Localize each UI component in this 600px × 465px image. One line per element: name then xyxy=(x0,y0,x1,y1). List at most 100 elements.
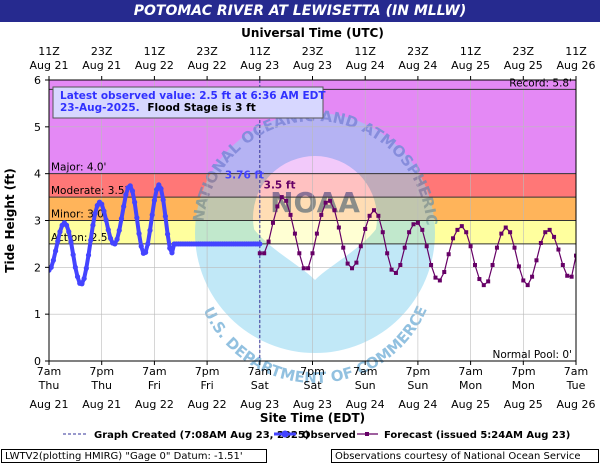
forecast-point xyxy=(530,274,535,279)
forecast-point xyxy=(565,273,570,278)
bottom-tick-date: Aug 25 xyxy=(451,398,490,411)
legend-forecast-label: Forecast (issued 5:24AM Aug 23) xyxy=(384,430,570,441)
observed-point xyxy=(112,241,118,247)
forecast-point xyxy=(301,266,306,271)
forecast-point xyxy=(455,227,460,232)
forecast-point xyxy=(451,236,456,241)
observed-point xyxy=(123,192,129,198)
top-tick-time: 11Z xyxy=(249,45,271,58)
forecast-point xyxy=(574,253,576,258)
bottom-tick-date: Aug 24 xyxy=(346,398,385,411)
forecast-point xyxy=(516,264,521,269)
forecast-point xyxy=(354,260,359,265)
forecast-point xyxy=(556,247,561,252)
bottom-tick-day: Fri xyxy=(201,379,214,392)
forecast-point xyxy=(389,267,394,272)
y-tick-label: 5 xyxy=(34,121,41,134)
threshold-label: Action: 2.5' xyxy=(51,232,110,244)
bottom-tick-time: 7pm xyxy=(511,365,536,378)
forecast-point xyxy=(552,234,557,239)
footer-datum-text: LWTV2(plotting HMIRG) "Gage 0" Datum: -1… xyxy=(5,451,243,462)
forecast-point xyxy=(336,225,341,230)
bottom-tick-date: Aug 21 xyxy=(30,398,69,411)
top-tick-date: Aug 24 xyxy=(346,59,385,72)
bottom-tick-day: Mon xyxy=(512,379,535,392)
observed-point xyxy=(164,231,171,237)
forecast-point xyxy=(385,251,390,256)
y-tick-label: 1 xyxy=(34,308,41,321)
observed-point xyxy=(145,241,151,247)
observed-point xyxy=(63,222,70,228)
svg-text:23-Aug-2025. Flood Stage: 23-Aug-2025. Flood Stage is 3 ft xyxy=(60,102,256,114)
bottom-tick-date: Aug 25 xyxy=(504,398,543,411)
forecast-point xyxy=(547,227,552,232)
info-box-line1: Latest observed value: 2.5 ft at 6:36 AM… xyxy=(60,90,326,102)
bottom-tick-time: 7am xyxy=(564,365,588,378)
observed-point xyxy=(70,252,76,258)
observed-point xyxy=(160,197,166,203)
y-tick-label: 6 xyxy=(34,74,41,87)
info-box-frame xyxy=(52,86,324,119)
y-tick-label: 4 xyxy=(34,168,41,181)
observed-point xyxy=(149,212,155,218)
forecast-point xyxy=(521,278,526,283)
forecast-point xyxy=(569,274,574,279)
info-box-date: 23-Aug-2025. xyxy=(60,102,140,114)
bottom-tick-day: Fri xyxy=(148,379,161,392)
bottom-tick-time: 7am xyxy=(458,365,482,378)
forecast-point xyxy=(319,212,324,217)
observed-point xyxy=(143,249,149,255)
forecast-point xyxy=(512,245,517,250)
forecast-point xyxy=(437,278,442,283)
observed-point xyxy=(107,235,114,241)
forecast-point xyxy=(472,262,477,267)
forecast-point xyxy=(358,244,363,249)
observed-point xyxy=(68,239,74,245)
observed-point xyxy=(167,245,173,251)
top-tick-date: Aug 25 xyxy=(451,59,490,72)
bottom-tick-time: 7pm xyxy=(300,365,325,378)
forecast-point xyxy=(508,230,513,235)
forecast-point xyxy=(270,220,275,225)
forecast-point xyxy=(538,240,543,245)
forecast-point xyxy=(371,208,376,213)
chart-title-bar: POTOMAC RIVER AT LEWISETTA (IN MLLW) xyxy=(0,0,600,22)
observed-point xyxy=(72,264,78,270)
observed-point xyxy=(114,236,120,242)
top-tick-date: Aug 25 xyxy=(504,59,543,72)
forecast-point xyxy=(468,244,473,249)
bottom-tick-time: 7pm xyxy=(89,365,114,378)
legend-observed-label: Observed xyxy=(302,430,356,441)
top-tick-time: 23Z xyxy=(196,45,218,58)
observed-point xyxy=(52,248,59,254)
forecast-point xyxy=(490,262,495,267)
threshold-label: Moderate: 3.5' xyxy=(51,185,127,197)
forecast-point xyxy=(459,224,464,229)
forecast-point xyxy=(442,270,447,275)
forecast-point xyxy=(494,245,499,250)
forecast-point xyxy=(477,277,482,282)
forecast-point xyxy=(367,213,372,218)
observed-point xyxy=(138,243,144,249)
forecast-point xyxy=(262,251,267,256)
forecast-point xyxy=(266,239,271,244)
forecast-point xyxy=(424,244,429,249)
footer-credit-text: Observations courtesy of National Ocean … xyxy=(335,451,581,462)
bottom-tick-time: 7pm xyxy=(406,365,431,378)
observed-point xyxy=(129,188,136,194)
forecast-point xyxy=(433,275,438,280)
observed-point xyxy=(99,201,105,207)
bottom-tick-time: 7am xyxy=(37,365,61,378)
peak-annotation: 3.76 ft xyxy=(225,169,264,181)
forecast-point xyxy=(525,283,530,288)
observed-point xyxy=(158,186,164,192)
observed-point xyxy=(134,215,140,221)
top-tick-time: 23Z xyxy=(302,45,324,58)
bottom-tick-time: 7am xyxy=(142,365,166,378)
forecast-point xyxy=(341,245,346,250)
observed-point xyxy=(121,203,127,210)
y-tick-label: 0 xyxy=(34,355,41,368)
top-tick-time: 11Z xyxy=(460,45,482,58)
y-tick-label: 3 xyxy=(34,215,41,228)
